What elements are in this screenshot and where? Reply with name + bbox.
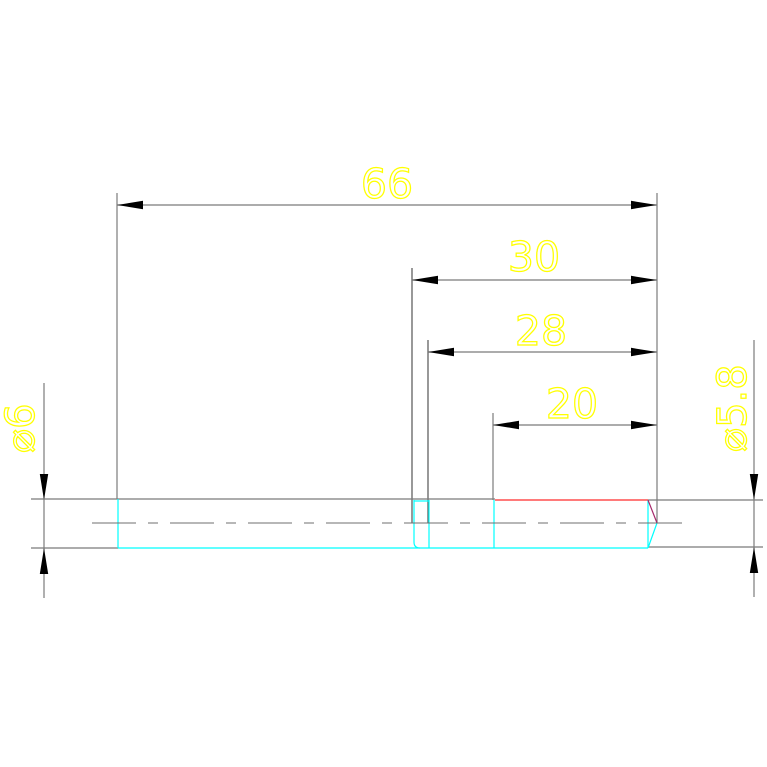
dim-28: 28 bbox=[427, 306, 657, 523]
dim20-arrowhead-right-icon bbox=[631, 420, 657, 430]
dim28-value-text: 28 bbox=[515, 307, 567, 355]
dim20-value-text: 20 bbox=[546, 380, 598, 428]
dim-20: 20 bbox=[492, 379, 657, 500]
dim66-value-text: 66 bbox=[361, 160, 413, 208]
dia58-arrowhead-up-icon bbox=[749, 547, 759, 573]
dia6-value-text: ⌀6 bbox=[0, 403, 44, 453]
dia6-arrowhead-up-icon bbox=[39, 548, 49, 574]
shaft-outline bbox=[31, 498, 763, 549]
dim-dia6: ⌀6 bbox=[0, 383, 49, 598]
dia58-arrowhead-down-icon bbox=[749, 474, 759, 500]
groove-left-wall-with-fillet bbox=[413, 500, 421, 549]
dim20-arrowhead-left-icon bbox=[493, 420, 519, 430]
tip-chamfer-bottom-edge bbox=[647, 522, 658, 549]
dim30-value-text: 30 bbox=[508, 233, 560, 281]
dim28-arrowhead-left-icon bbox=[428, 347, 454, 357]
dim-dia58: ⌀5.8 bbox=[709, 340, 759, 597]
dim30-arrowhead-left-icon bbox=[412, 275, 438, 285]
dim-66: 66 bbox=[116, 159, 657, 499]
dia6-arrowhead-down-icon bbox=[39, 474, 49, 500]
dim28-arrowhead-right-icon bbox=[631, 347, 657, 357]
dim66-arrowhead-right-icon bbox=[631, 200, 657, 210]
dim-30: 30 bbox=[411, 232, 657, 523]
dia58-value-text: ⌀5.8 bbox=[710, 364, 756, 452]
tip-chamfer-top-edge bbox=[647, 499, 658, 524]
dim30-arrowhead-right-icon bbox=[631, 275, 657, 285]
dim66-arrowhead-left-icon bbox=[117, 200, 143, 210]
